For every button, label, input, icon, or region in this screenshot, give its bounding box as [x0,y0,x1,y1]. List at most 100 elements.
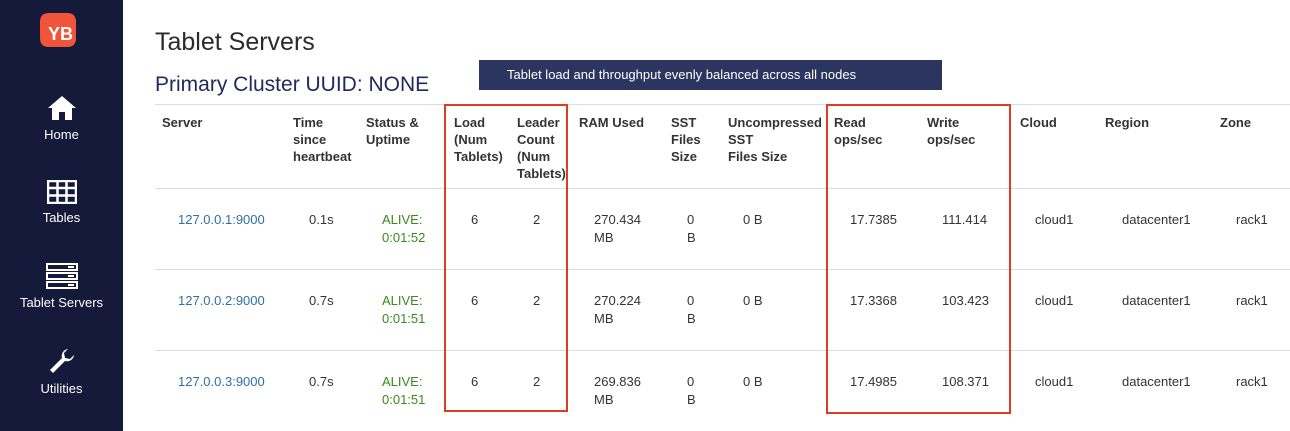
sidebar-item-label: Utilities [40,381,83,396]
highlight-load-leader-columns [444,104,568,412]
header-write-ops: Write ops/sec [927,114,975,148]
ram-line: MB [594,230,614,245]
header-line: SST [728,132,754,147]
read-ops-sec: 17.4985 [850,374,897,389]
server-link[interactable]: 127.0.0.3:9000 [178,374,265,389]
server-link[interactable]: 127.0.0.2:9000 [178,293,265,308]
sst-files-size: 0 B [687,373,696,409]
main-content: Tablet Servers Primary Cluster UUID: NON… [155,0,1290,431]
status-line: ALIVE: [382,293,423,308]
status-line: 0:01:52 [382,230,426,245]
sidebar-item-label: Tablet Servers [19,295,104,310]
ram-line: 270.224 [594,293,641,308]
time-since-heartbeat: 0.7s [309,374,334,389]
sst-line: B [687,392,696,407]
status-uptime: ALIVE: 0:01:51 [382,292,425,328]
header-line: Files Size [728,149,788,164]
sidebar-item-label: Home [44,127,79,142]
header-line: Status & [366,115,419,130]
uncompressed-sst-size: 0 B [743,293,763,308]
zone: rack1 [1236,293,1268,308]
status-line: ALIVE: [382,212,423,227]
header-status: Status & Uptime [366,114,419,148]
server-icon [45,263,78,289]
table-top-border [155,104,1290,105]
header-line: Tablets) [517,166,566,181]
sidebar: YB Home Tables Tablet Servers [0,0,123,431]
ram-used: 270.434 MB [594,211,641,247]
cloud: cloud1 [1035,212,1074,227]
header-line: SST [671,115,697,130]
sidebar-item-tables[interactable]: Tables [0,180,123,225]
header-line: (Num [517,149,551,164]
sidebar-item-utilities[interactable]: Utilities [0,347,123,396]
status-uptime: ALIVE: 0:01:51 [382,373,425,409]
time-since-heartbeat: 0.7s [309,293,334,308]
header-line: Count [517,132,555,147]
header-leader-count: Leader Count (Num Tablets) [517,114,566,182]
header-load: Load (Num Tablets) [454,114,503,165]
header-line: Write [927,115,960,130]
sst-line: B [687,230,696,245]
header-server: Server [162,115,203,130]
load-num-tablets: 6 [471,212,479,227]
leader-count: 2 [533,212,541,227]
sst-line: 0 [687,374,695,389]
header-line: (Num [454,132,488,147]
header-line: Files [671,132,701,147]
annotation-banner: Tablet load and throughput evenly balanc… [479,60,942,90]
write-ops-sec: 111.414 [942,212,988,227]
load-num-tablets: 6 [471,374,479,389]
load-num-tablets: 6 [471,293,479,308]
row-divider [155,188,1290,189]
status-line: 0:01:51 [382,311,426,326]
header-sst: SST Files Size [671,114,701,165]
zone: rack1 [1236,374,1268,389]
cloud: cloud1 [1035,293,1074,308]
ram-line: 270.434 [594,212,641,227]
header-uncompressed-sst: Uncompressed SST Files Size [728,114,822,165]
region: datacenter1 [1122,374,1191,389]
status-line: 0:01:51 [382,392,426,407]
row-divider [155,350,1290,351]
leader-count: 2 [533,293,541,308]
read-ops-sec: 17.3368 [850,293,897,308]
home-icon [47,96,76,120]
sidebar-item-label: Tables [42,210,81,225]
cloud: cloud1 [1035,374,1074,389]
header-line: ops/sec [927,132,976,147]
header-line: ops/sec [834,132,883,147]
zone: rack1 [1236,212,1268,227]
region: datacenter1 [1122,293,1191,308]
read-ops-sec: 17.7385 [850,212,897,227]
header-line: since [293,132,327,147]
ram-used: 270.224 MB [594,292,641,328]
header-line: Uncompressed [728,115,822,130]
header-zone: Zone [1220,115,1252,130]
yugabyte-logo[interactable]: YB [39,12,77,48]
uncompressed-sst-size: 0 B [743,212,763,227]
header-cloud: Cloud [1020,115,1057,130]
table-icon [46,180,77,204]
page-title: Tablet Servers [155,28,315,56]
highlight-read-write-columns [826,104,1011,414]
header-line: Uptime [366,132,411,147]
write-ops-sec: 108.371 [942,374,989,389]
sidebar-item-tablet-servers[interactable]: Tablet Servers [0,263,123,310]
header-line: Leader [517,115,560,130]
server-link[interactable]: 127.0.0.1:9000 [178,212,265,227]
ram-line: 269.836 [594,374,641,389]
uncompressed-sst-size: 0 B [743,374,763,389]
time-since-heartbeat: 0.1s [309,212,334,227]
ram-line: MB [594,311,614,326]
cluster-title: Primary Cluster UUID: NONE [155,73,430,96]
sst-files-size: 0 B [687,211,696,247]
sidebar-item-home[interactable]: Home [0,95,123,142]
ram-line: MB [594,392,614,407]
header-time: Time since heartbeat [293,114,352,165]
header-line: Tablets) [454,149,503,164]
header-line: Read [834,115,866,130]
header-region: Region [1105,115,1150,130]
write-ops-sec: 103.423 [942,293,989,308]
sst-line: 0 [687,293,695,308]
